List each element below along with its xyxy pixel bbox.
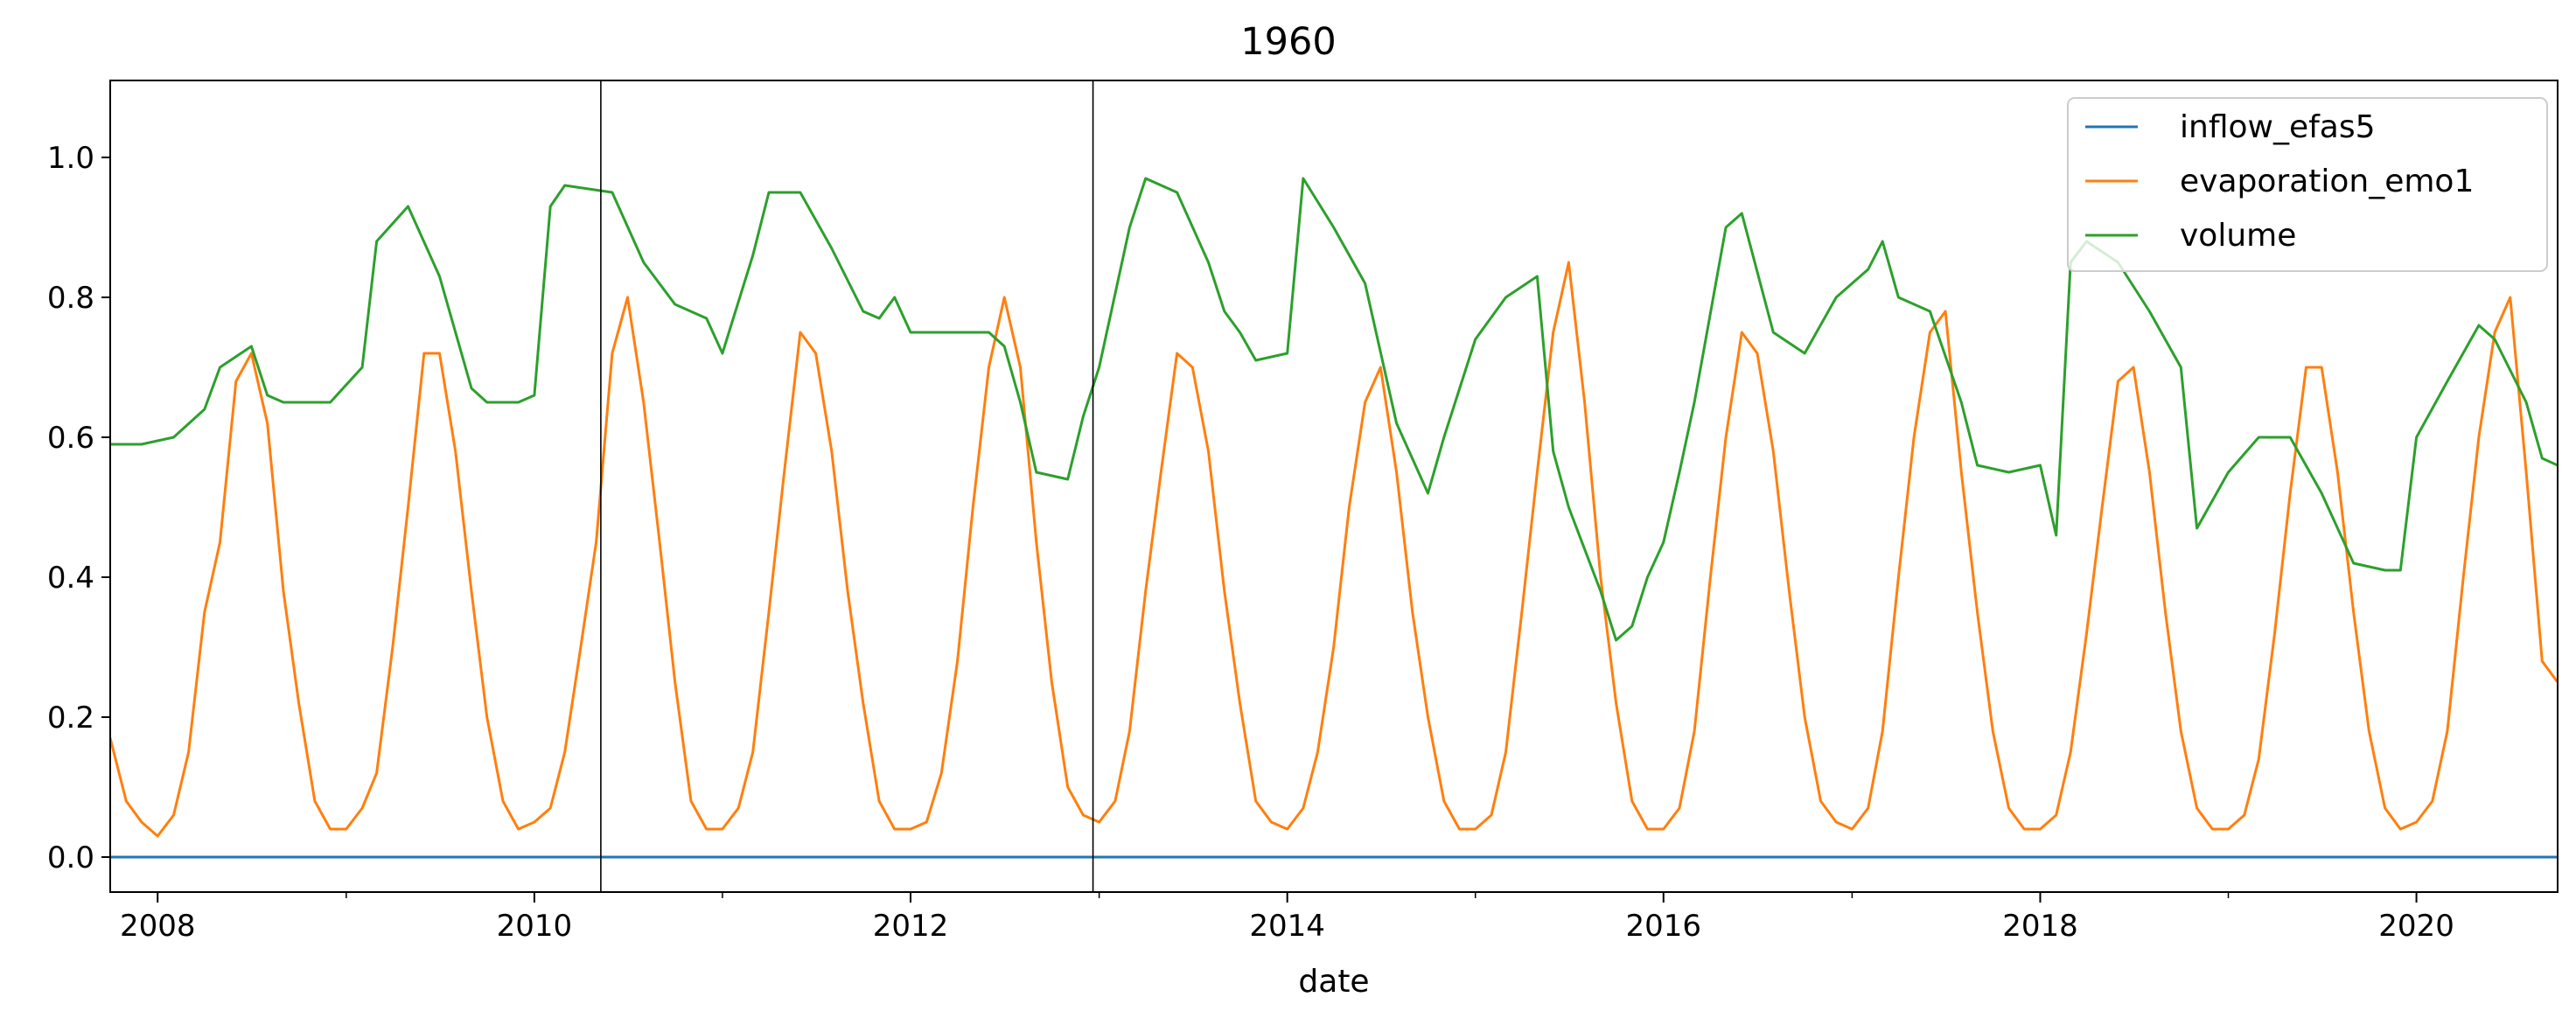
y-tick-label: 0.4 (47, 561, 94, 596)
y-tick-label: 0.6 (47, 421, 94, 456)
x-axis: 2008 2010 2012 2014 2016 2018 2020 (120, 892, 2454, 944)
x-tick-label: 2008 (120, 909, 196, 944)
y-tick-label: 0.8 (47, 281, 94, 316)
x-tick-label: 2010 (497, 909, 573, 944)
legend-label-inflow-efas5: inflow_efas5 (2180, 109, 2376, 145)
series-line-volume (110, 177, 2558, 642)
y-tick-label: 1.0 (47, 141, 94, 176)
series-layer (110, 177, 2558, 859)
x-tick-label: 2012 (873, 909, 949, 944)
x-tick-label: 2014 (1249, 909, 1325, 944)
y-tick-label: 0.0 (47, 840, 94, 875)
series-line-evaporation-emo1 (110, 261, 2558, 838)
vertical-markers (600, 80, 1094, 892)
plot-area (110, 80, 2558, 892)
legend-label-evaporation-emo1: evaporation_emo1 (2180, 164, 2474, 199)
legend-label-volume: volume (2180, 218, 2296, 254)
x-axis-label: date (1298, 964, 1369, 1000)
legend-box (2067, 97, 2548, 272)
y-axis: 0.0 0.2 0.4 0.6 0.8 1.0 (47, 141, 110, 875)
y-tick-label: 0.2 (47, 701, 94, 736)
chart-title: 1960 (1240, 20, 1336, 64)
x-tick-label: 2020 (2378, 909, 2454, 944)
x-tick-label: 2018 (2002, 909, 2078, 944)
plot-frame (109, 80, 2559, 893)
x-tick-label: 2016 (1626, 909, 1702, 944)
